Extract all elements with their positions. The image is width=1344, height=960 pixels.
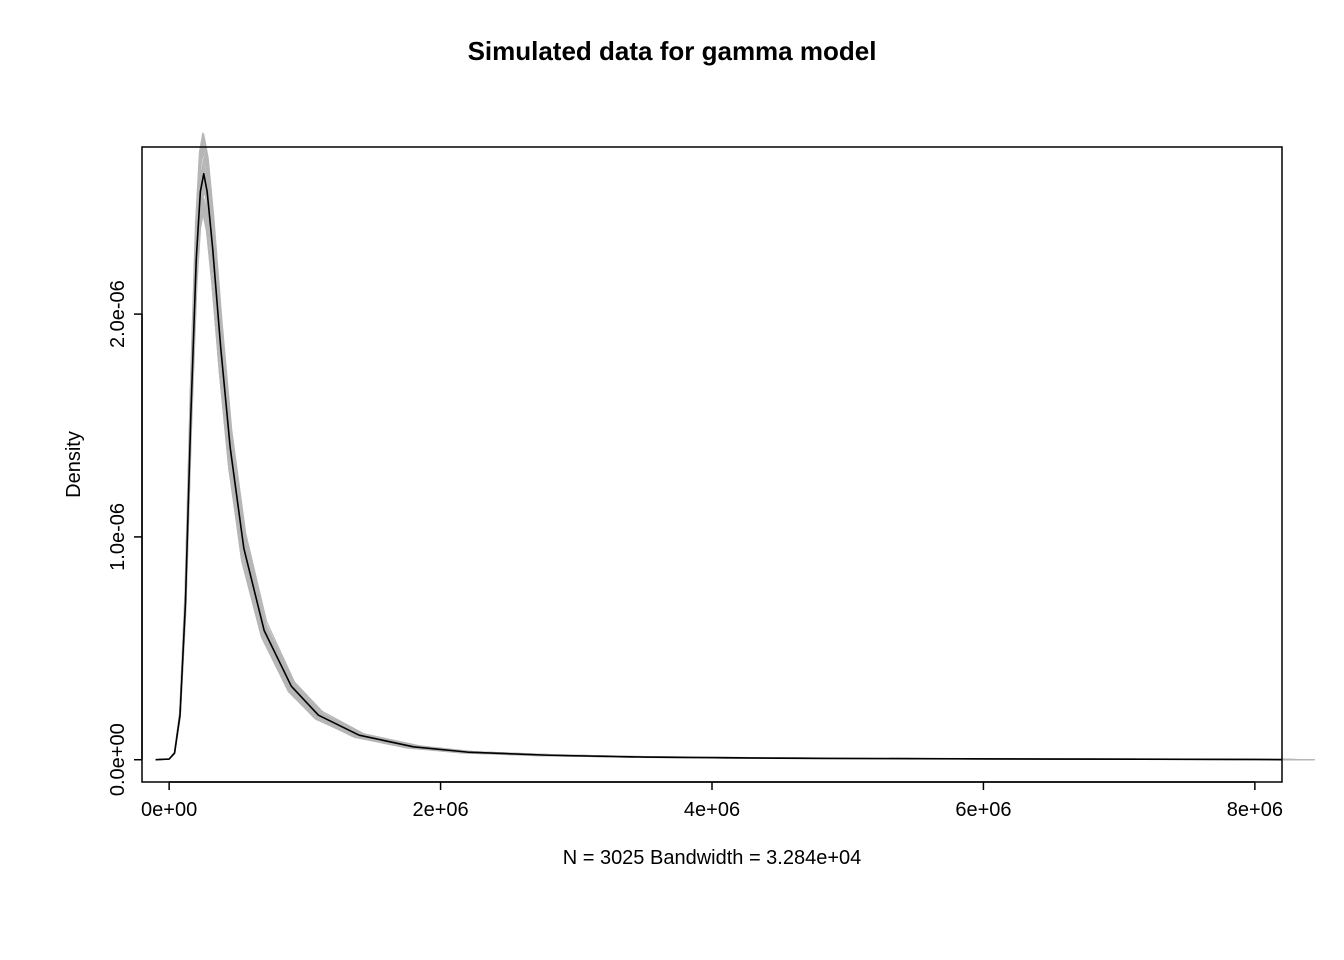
x-tick-label: 4e+06 [684, 799, 740, 821]
gray-curve [156, 134, 1259, 759]
gray-curve [156, 139, 1280, 760]
x-tick-label: 2e+06 [412, 799, 468, 821]
gray-curve [156, 166, 1278, 760]
density-chart: 0e+00 2e+06 4e+06 6e+06 8e+06 0.0e+00 1.0e-06 2… [0, 67, 1344, 947]
gray-curve [156, 188, 1315, 759]
gray-curve [156, 139, 1311, 760]
gray-curve [156, 162, 1276, 760]
gray-curve [156, 200, 1252, 760]
gray-curve [156, 163, 1272, 759]
x-tick-label: 0e+00 [141, 799, 197, 821]
gray-curve [156, 155, 1303, 759]
gray-curve [156, 174, 1269, 760]
gray-curve [156, 215, 1263, 760]
gray-curve [156, 180, 1250, 759]
gray-curve [156, 180, 1267, 759]
gray-curve [156, 168, 1304, 760]
gray-curve [156, 179, 1310, 760]
gray-curve [156, 210, 1254, 760]
gray-curve [156, 184, 1282, 760]
gray-curve [156, 188, 1298, 760]
x-tick-label: 6e+06 [955, 799, 1011, 821]
gray-curve [156, 204, 1249, 760]
gray-curve [156, 180, 1256, 759]
gray-curve [156, 147, 1292, 759]
gray-curve [156, 133, 1251, 760]
gray-curve [156, 201, 1311, 759]
gray-curve [156, 176, 1304, 760]
plot-area: 0e+00 2e+06 4e+06 6e+06 8e+06 0.0e+00 1.0e-06 2… [63, 133, 1315, 869]
gray-curve [156, 134, 1278, 760]
y-axis-title: Density [63, 431, 85, 498]
gray-curve [156, 152, 1267, 759]
gray-curve [156, 169, 1300, 760]
gray-curve [156, 148, 1282, 760]
gray-curve [156, 191, 1301, 759]
gray-curve [156, 135, 1263, 760]
gray-curve [156, 170, 1312, 759]
y-tick-label: 0.0e+00 [107, 723, 129, 796]
gray-curves [156, 133, 1315, 760]
main-density-curve [156, 174, 1282, 760]
gray-curve [156, 179, 1280, 760]
gray-curve [156, 178, 1309, 760]
gray-curve [156, 198, 1287, 759]
x-tick-label: 8e+06 [1227, 799, 1283, 821]
chart-title: Simulated data for gamma model [0, 0, 1344, 67]
x-axis-title: N = 3025 Bandwidth = 3.284e+04 [563, 847, 862, 869]
gray-curve [156, 152, 1262, 760]
y-tick-label: 1.0e-06 [107, 503, 129, 571]
gray-curve [156, 201, 1287, 760]
gray-curve [156, 139, 1303, 759]
y-tick-label: 2.0e-06 [107, 280, 129, 348]
gray-curve [156, 161, 1314, 760]
gray-curve [156, 169, 1260, 760]
gray-curve [156, 188, 1297, 760]
plot-box [142, 147, 1282, 782]
